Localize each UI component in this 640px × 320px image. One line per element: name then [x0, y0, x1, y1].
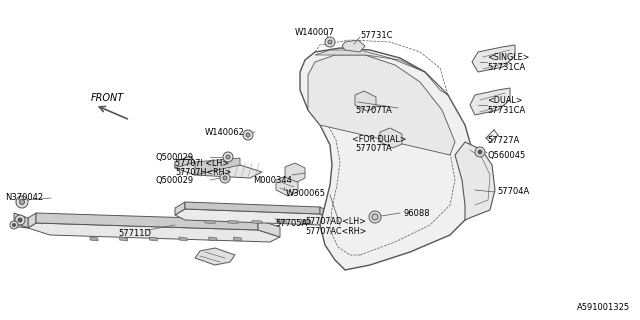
Text: A591001325: A591001325 [577, 303, 630, 312]
Polygon shape [234, 237, 241, 241]
Polygon shape [195, 158, 240, 175]
Polygon shape [258, 220, 280, 237]
Circle shape [13, 223, 15, 227]
Text: 57707AC<RH>: 57707AC<RH> [305, 228, 366, 236]
Circle shape [223, 176, 227, 180]
Polygon shape [472, 45, 515, 72]
Polygon shape [205, 220, 215, 223]
Text: N370042: N370042 [5, 194, 43, 203]
Text: <FOR DUAL>: <FOR DUAL> [352, 134, 406, 143]
Circle shape [475, 147, 485, 157]
Polygon shape [285, 163, 305, 182]
Polygon shape [175, 202, 185, 215]
Text: <SINGLE>: <SINGLE> [487, 52, 529, 61]
Text: 57707AD<LH>: 57707AD<LH> [305, 218, 366, 227]
Polygon shape [470, 88, 510, 115]
Circle shape [478, 150, 482, 154]
Polygon shape [320, 207, 332, 220]
Text: 96088: 96088 [403, 209, 429, 218]
Circle shape [223, 152, 233, 162]
Text: Q500029: Q500029 [155, 153, 193, 162]
Circle shape [10, 221, 18, 229]
Text: 57707H<RH>: 57707H<RH> [175, 167, 231, 177]
Text: Q500029: Q500029 [155, 175, 193, 185]
Text: 57711D: 57711D [118, 229, 151, 238]
Circle shape [372, 214, 378, 220]
Text: 57727A: 57727A [487, 135, 520, 145]
Polygon shape [175, 162, 262, 178]
Circle shape [16, 196, 28, 208]
Text: 57707I <LH>: 57707I <LH> [175, 158, 229, 167]
Text: W140062: W140062 [205, 127, 245, 137]
Polygon shape [175, 209, 332, 225]
Polygon shape [149, 237, 157, 241]
Polygon shape [14, 213, 28, 228]
Polygon shape [179, 237, 187, 241]
Circle shape [328, 40, 332, 44]
Circle shape [325, 37, 335, 47]
Polygon shape [185, 202, 320, 214]
Polygon shape [209, 237, 217, 241]
Polygon shape [276, 176, 298, 196]
Polygon shape [36, 213, 258, 230]
Polygon shape [308, 55, 455, 155]
Polygon shape [90, 237, 98, 241]
Polygon shape [195, 248, 235, 265]
Text: 57707TA: 57707TA [355, 143, 392, 153]
Polygon shape [120, 237, 128, 241]
Polygon shape [14, 223, 28, 228]
Polygon shape [380, 128, 402, 148]
Text: M000344: M000344 [253, 175, 292, 185]
Circle shape [226, 155, 230, 159]
Circle shape [19, 199, 24, 204]
Polygon shape [300, 48, 478, 270]
Polygon shape [175, 156, 195, 168]
Circle shape [369, 211, 381, 223]
Polygon shape [277, 220, 287, 223]
Polygon shape [301, 220, 311, 223]
Circle shape [15, 215, 25, 225]
Polygon shape [355, 91, 376, 111]
Text: 57705A: 57705A [275, 219, 307, 228]
Text: 57704A: 57704A [497, 188, 529, 196]
Circle shape [243, 130, 253, 140]
Circle shape [220, 173, 230, 183]
Polygon shape [342, 40, 365, 52]
Polygon shape [455, 142, 495, 220]
Text: 57731CA: 57731CA [487, 106, 525, 115]
Polygon shape [28, 213, 36, 228]
Text: W140007: W140007 [295, 28, 335, 36]
Text: W300065: W300065 [286, 189, 326, 198]
Text: 57707TA: 57707TA [355, 106, 392, 115]
Circle shape [18, 218, 22, 222]
Text: Q560045: Q560045 [487, 150, 525, 159]
Text: 57731C: 57731C [360, 30, 392, 39]
Text: 57731CA: 57731CA [487, 62, 525, 71]
Polygon shape [28, 223, 280, 242]
Polygon shape [315, 50, 448, 95]
Circle shape [246, 133, 250, 137]
Polygon shape [228, 220, 238, 223]
Text: <DUAL>: <DUAL> [487, 95, 522, 105]
Text: FRONT: FRONT [90, 93, 124, 103]
Polygon shape [252, 220, 262, 223]
